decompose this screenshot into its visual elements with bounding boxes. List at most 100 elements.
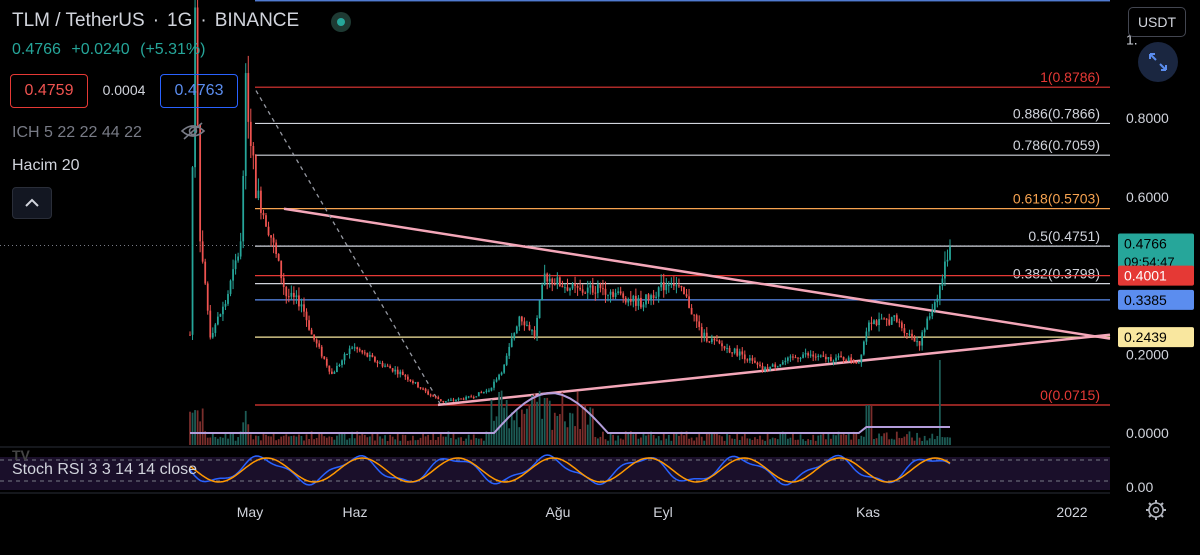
candle-body: [840, 355, 842, 357]
volume-bar: [391, 436, 394, 445]
ichimoku-legend[interactable]: ICH 5 22 22 44 22: [12, 124, 142, 141]
volume-bar: [918, 437, 921, 445]
candle-body: [627, 298, 630, 303]
candle-body: [204, 261, 207, 284]
sell-button[interactable]: 0.4759: [10, 74, 88, 108]
volume-bar: [908, 431, 911, 445]
x-tick-label: 2022: [1056, 504, 1087, 520]
volume-bar: [427, 434, 430, 445]
candle-body: [292, 292, 295, 298]
volume-bar: [789, 437, 792, 445]
price-tag-value: 0.3385: [1124, 292, 1167, 308]
volume-bar: [292, 435, 295, 445]
volume-bar: [394, 439, 397, 445]
candle-body: [303, 304, 305, 312]
volume-bar: [574, 426, 576, 445]
candle-body: [614, 292, 617, 297]
candle-body: [394, 369, 397, 372]
volume-bar: [746, 438, 749, 445]
volume-bar: [386, 440, 389, 445]
volume-bar: [852, 431, 855, 445]
volume-bar: [298, 434, 300, 445]
symbol-name[interactable]: TLM / TetherUS: [12, 10, 145, 31]
interval[interactable]: 1G: [167, 10, 193, 31]
candle-body: [320, 346, 323, 357]
candle-body: [523, 321, 526, 326]
candle-body: [308, 320, 310, 330]
volume-bar: [384, 435, 386, 445]
currency-button[interactable]: USDT: [1128, 7, 1186, 37]
volume-bar: [533, 393, 536, 445]
horizontal-lines[interactable]: [255, 275, 1110, 338]
candle-body: [794, 357, 797, 359]
gear-icon[interactable]: [1146, 500, 1166, 520]
volume-bar: [209, 437, 212, 445]
volume-bar: [341, 432, 343, 445]
volume-bar: [315, 437, 318, 445]
x-tick-label: Ağu: [546, 504, 571, 520]
candle-body: [784, 360, 787, 363]
collapse-legend-button[interactable]: [12, 187, 52, 219]
volume-bar: [670, 440, 673, 445]
symbol-header[interactable]: TLM / TetherUS · 1G · BINANCE: [12, 10, 300, 31]
volume-bar: [508, 428, 511, 445]
stoch-rsi-legend[interactable]: Stoch RSI 3 3 14 14 close: [12, 461, 197, 478]
trendlines[interactable]: [255, 90, 1111, 407]
volume-bar: [827, 433, 830, 445]
candle-body: [247, 73, 250, 122]
volume-bar: [247, 424, 250, 445]
volume-bar: [363, 434, 366, 445]
volume-bar: [452, 432, 455, 445]
volume-bar: [736, 432, 739, 445]
volume-bar: [300, 435, 303, 445]
candle-body: [531, 330, 533, 332]
candle-body: [832, 360, 835, 362]
volume-bar: [323, 436, 326, 445]
x-tick-label: Haz: [343, 504, 368, 520]
y-tick-label: 1.: [1126, 31, 1138, 47]
candle-body: [528, 324, 531, 331]
volume-bar: [812, 434, 815, 445]
volume-bar: [328, 436, 331, 445]
volume-bar: [751, 439, 754, 445]
volume-bar: [784, 432, 787, 445]
volume-bar: [290, 436, 293, 445]
candle-body: [551, 278, 554, 284]
candle-body: [847, 357, 850, 362]
volume-bar: [855, 432, 858, 445]
volume-bar: [318, 432, 321, 445]
volume-bar: [295, 436, 298, 445]
candle-body: [672, 284, 675, 286]
candle-body: [500, 372, 503, 375]
volume-bar: [219, 436, 222, 445]
volume-bar: [802, 439, 804, 445]
fib-level-label: 0.618(0.5703): [1013, 191, 1100, 207]
candle-body: [455, 399, 457, 401]
volume-bar: [845, 434, 848, 445]
volume-bar: [794, 439, 797, 445]
price-tag: [1118, 233, 1194, 272]
candle-body: [358, 349, 361, 351]
candle-body: [561, 286, 564, 288]
volume-bar: [419, 437, 422, 445]
candle-body: [637, 297, 640, 306]
candle-body: [634, 295, 637, 306]
candle-body: [275, 242, 278, 255]
buy-button[interactable]: 0.4763: [160, 74, 238, 108]
candle-body: [862, 341, 865, 355]
volume-bar: [672, 432, 675, 445]
volume-legend[interactable]: Hacim 20: [12, 157, 80, 174]
candle-body: [708, 341, 711, 343]
y-tick-label: 0.0000: [1126, 425, 1169, 441]
expand-arrows-icon[interactable]: [1138, 42, 1178, 82]
volume-bar: [232, 432, 234, 445]
fib-retracement[interactable]: 1.272(1.0981)1(0.8786)0.886(0.7866)0.786…: [0, 0, 1110, 406]
candle-body: [406, 376, 409, 380]
candle-body: [285, 286, 288, 297]
volume-bar: [868, 405, 870, 445]
candle-body: [348, 348, 351, 355]
candle-body: [721, 343, 723, 347]
eye-off-icon[interactable]: [180, 121, 206, 141]
price-tag: [1118, 327, 1194, 348]
